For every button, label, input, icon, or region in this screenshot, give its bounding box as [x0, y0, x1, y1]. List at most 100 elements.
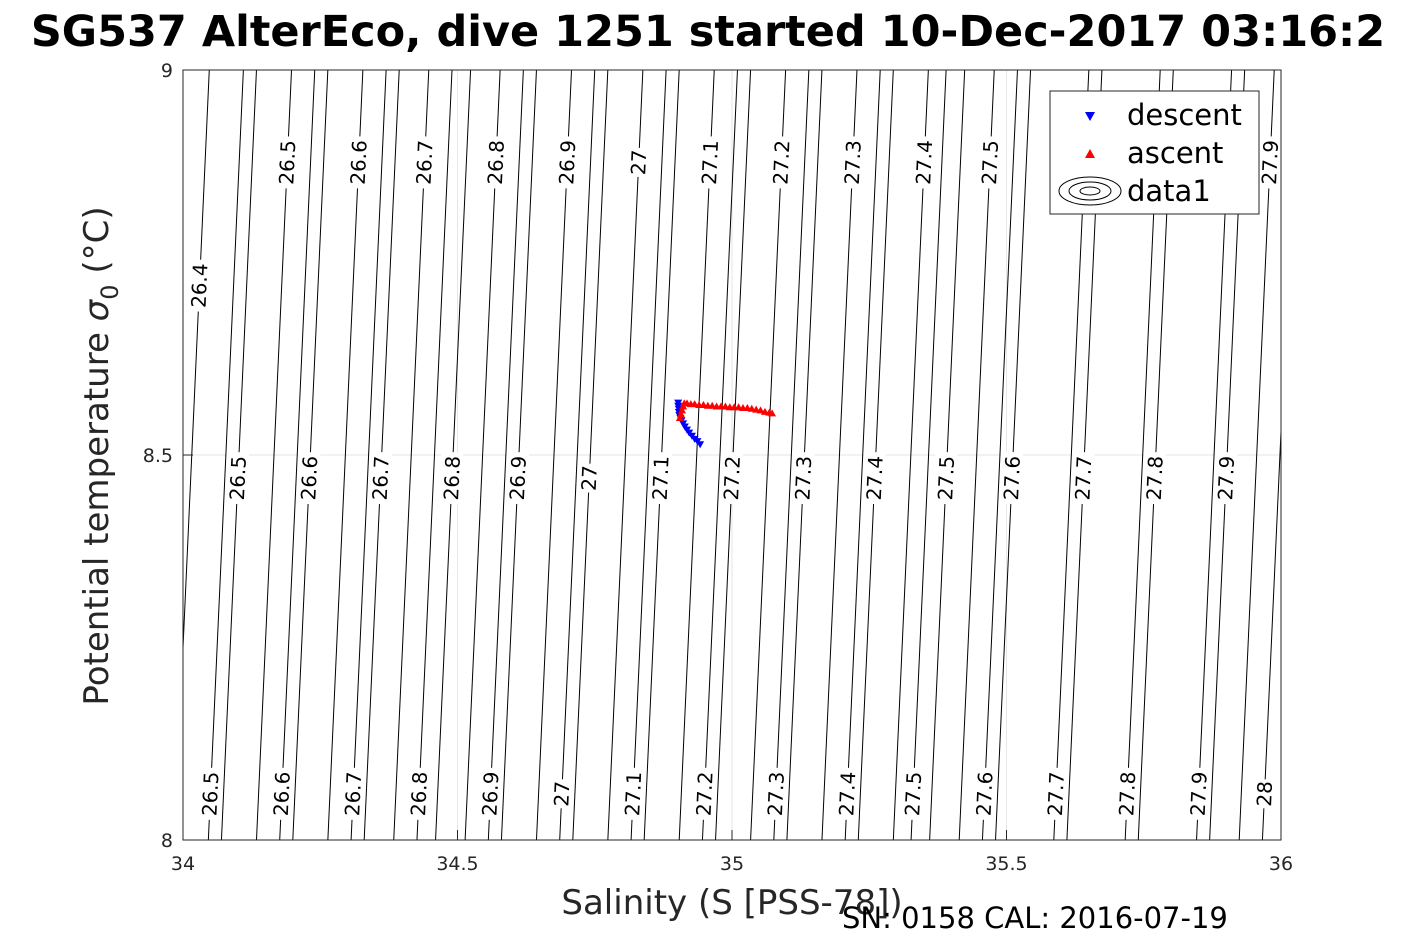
contour-label: 26.7 [340, 767, 366, 821]
y-axis-label-sub: 0 [96, 284, 124, 299]
svg-text:27.2: 27.2 [719, 455, 745, 501]
svg-text:27.1: 27.1 [648, 455, 674, 501]
serial-calibration-footer: SN: 0158 CAL: 2016-07-19 [842, 901, 1228, 935]
svg-text:28: 28 [1252, 781, 1277, 808]
contour-label: 26.8 [405, 767, 432, 821]
y-tick-label: 9 [161, 60, 173, 82]
svg-text:26.6: 26.6 [296, 455, 322, 501]
svg-text:27.9: 27.9 [1186, 771, 1212, 817]
y-axis-label-main: Potential temperature [77, 321, 117, 705]
ascent-marker [768, 409, 777, 417]
svg-text:27.3: 27.3 [840, 140, 866, 186]
x-axis-label: Salinity (S [PSS-78]) [561, 883, 902, 923]
isopycnal-line [572, 70, 609, 840]
isopycnal-line [279, 70, 316, 840]
isopycnal-line [701, 70, 738, 840]
legend-data1-label: data1 [1127, 174, 1211, 208]
y-tick-label: 8.5 [143, 445, 173, 467]
svg-text:27.4: 27.4 [834, 771, 860, 817]
contour-label: 26.9 [504, 451, 531, 505]
contour-label: 27.4 [834, 767, 860, 821]
legend-ascent-label: ascent [1127, 136, 1223, 170]
contour-label: 26.5 [197, 767, 223, 821]
isopycnal-line [958, 70, 995, 840]
svg-text:26.4: 26.4 [186, 263, 212, 309]
y-axis-label-sigma: σ [77, 298, 117, 321]
svg-text:27.7: 27.7 [1070, 455, 1096, 501]
contour-label: 26.6 [345, 135, 372, 189]
isopycnal-line [821, 70, 858, 840]
density-contours [183, 70, 1281, 840]
isopycnal-line [487, 70, 524, 840]
y-axis-label-unit: (°C) [77, 206, 117, 284]
contour-label: 27.1 [696, 135, 723, 189]
contour-label: 26.5 [224, 451, 251, 505]
svg-text:27.2: 27.2 [768, 140, 794, 186]
contour-label: 27.2 [718, 451, 745, 505]
isopycnal-line [535, 70, 573, 840]
contour-label: 27 [626, 147, 651, 178]
isopycnal-line [559, 70, 596, 840]
svg-text:27.4: 27.4 [862, 455, 888, 501]
svg-text:27.1: 27.1 [697, 140, 723, 186]
svg-text:27.5: 27.5 [900, 771, 926, 817]
isopycnal-line [464, 70, 501, 840]
contour-label: 27.2 [691, 767, 718, 821]
isopycnal-line [1261, 420, 1281, 840]
svg-text:27.1: 27.1 [620, 771, 646, 817]
contour-label: 27.3 [839, 135, 866, 189]
contour-label: 27.3 [790, 451, 816, 505]
svg-text:26.5: 26.5 [274, 140, 300, 186]
svg-text:26.6: 26.6 [269, 771, 295, 817]
svg-text:26.9: 26.9 [505, 455, 531, 501]
isopycnal-line [630, 70, 667, 840]
svg-text:27.8: 27.8 [1142, 455, 1168, 501]
contour-label: 26.4 [186, 259, 212, 313]
contour-label: 27.1 [620, 767, 646, 821]
legend-ascent-marker [1085, 149, 1095, 158]
svg-text:27.9: 27.9 [1213, 455, 1239, 501]
chart-title: SG537 AlterEco, dive 1251 started 10-Dec… [31, 7, 1385, 57]
contour-label: 26.7 [411, 135, 438, 189]
svg-text:27.2: 27.2 [692, 771, 718, 817]
x-tick-label: 35.5 [985, 853, 1027, 875]
svg-text:27: 27 [626, 149, 651, 176]
contour-label: 27.4 [861, 451, 888, 505]
contour-label: 27.9 [1212, 451, 1239, 505]
svg-text:26.8: 26.8 [483, 140, 509, 186]
svg-text:26.9: 26.9 [554, 140, 580, 186]
contour-label: 27.9 [1185, 767, 1212, 821]
svg-text:27.5: 27.5 [933, 455, 959, 501]
x-tick-label: 35 [720, 853, 744, 875]
isopycnal-line [255, 70, 293, 840]
svg-text:26.8: 26.8 [439, 455, 465, 501]
isopycnal-line [393, 70, 430, 840]
legend: descent ascent data1 [1049, 90, 1260, 215]
isopycnal-line [892, 70, 929, 840]
svg-text:27: 27 [549, 781, 574, 808]
contour-label: 27.4 [910, 135, 937, 189]
svg-text:26.7: 26.7 [368, 455, 394, 501]
contour-label: 26.7 [367, 451, 394, 505]
contour-label: 27.9 [1256, 135, 1283, 189]
legend-descent-label: descent [1127, 98, 1242, 132]
svg-text:26.9: 26.9 [477, 771, 503, 817]
isopycnal-line [773, 70, 810, 840]
isopycnal-line [981, 70, 1018, 840]
ascent-marker [675, 414, 684, 422]
x-tick-label: 36 [1269, 853, 1293, 875]
svg-text:26.5: 26.5 [225, 455, 251, 501]
svg-text:26.7: 26.7 [412, 140, 438, 186]
svg-text:27.7: 27.7 [1043, 771, 1069, 817]
svg-text:27.6: 27.6 [999, 455, 1025, 501]
y-axis-ticks: 88.59 [143, 60, 193, 852]
contour-label: 26.9 [477, 767, 503, 821]
contour-label: 26.8 [438, 451, 465, 505]
isopycnal-line [607, 70, 644, 840]
data-markers [674, 399, 777, 449]
x-tick-label: 34.5 [436, 853, 478, 875]
isopycnal-line [678, 70, 715, 840]
svg-text:26.5: 26.5 [197, 771, 223, 817]
x-tick-label: 34 [171, 853, 195, 875]
